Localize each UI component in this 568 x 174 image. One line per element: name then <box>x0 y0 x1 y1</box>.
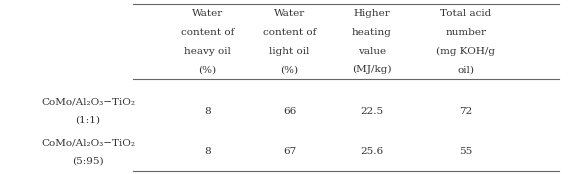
Text: 72: 72 <box>459 107 473 116</box>
Text: 55: 55 <box>459 147 473 156</box>
Text: 8: 8 <box>204 147 211 156</box>
Text: Water: Water <box>191 9 223 18</box>
Text: Total acid: Total acid <box>440 9 491 18</box>
Text: content of: content of <box>181 28 234 37</box>
Text: oil): oil) <box>457 65 474 74</box>
Text: (%): (%) <box>198 65 216 74</box>
Text: (mg KOH/g: (mg KOH/g <box>436 46 495 56</box>
Text: heating: heating <box>352 28 392 37</box>
Text: Water: Water <box>274 9 306 18</box>
Text: 22.5: 22.5 <box>361 107 383 116</box>
Text: heavy oil: heavy oil <box>184 47 231 56</box>
Text: Higher: Higher <box>354 9 390 18</box>
Text: CoMo/Al₂O₃−TiO₂: CoMo/Al₂O₃−TiO₂ <box>41 138 135 147</box>
Text: 8: 8 <box>204 107 211 116</box>
Text: number: number <box>445 28 486 37</box>
Text: content of: content of <box>263 28 316 37</box>
Text: (1:1): (1:1) <box>76 116 101 125</box>
Text: (5:95): (5:95) <box>72 156 104 165</box>
Text: 67: 67 <box>283 147 296 156</box>
Text: CoMo/Al₂O₃−TiO₂: CoMo/Al₂O₃−TiO₂ <box>41 97 135 106</box>
Text: 25.6: 25.6 <box>361 147 383 156</box>
Text: (%): (%) <box>281 65 299 74</box>
Text: light oil: light oil <box>269 47 310 56</box>
Text: 66: 66 <box>283 107 296 116</box>
Text: value: value <box>358 47 386 56</box>
Text: (MJ/kg): (MJ/kg) <box>352 65 392 74</box>
